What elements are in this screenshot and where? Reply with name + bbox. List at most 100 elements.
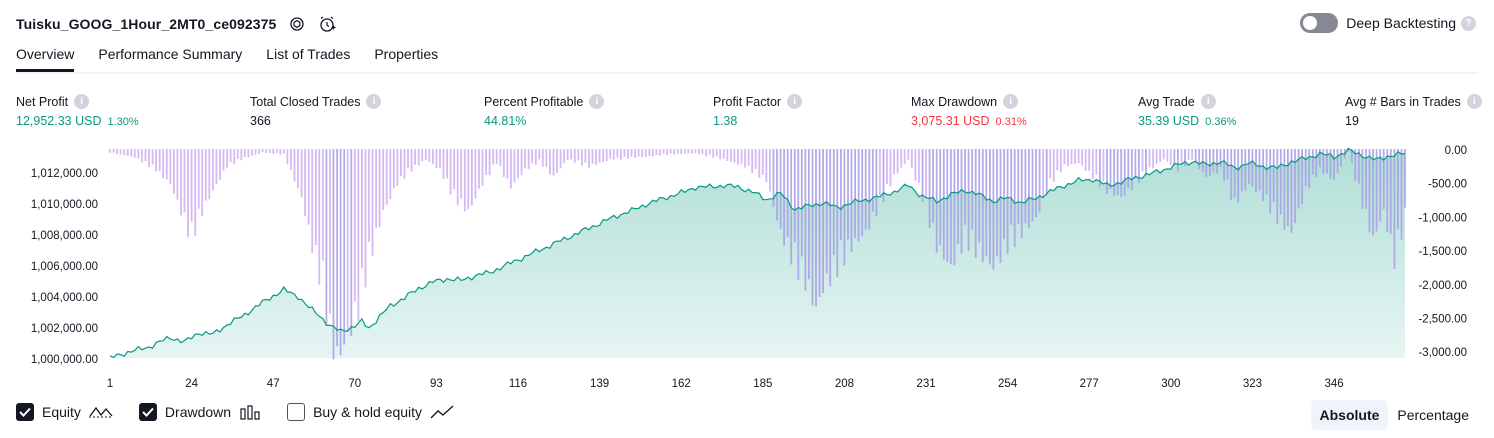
drawdown-bar xyxy=(754,149,757,169)
stat-label: Percent Profitable xyxy=(484,94,584,109)
drawdown-bar xyxy=(581,149,583,166)
drawdown-bar xyxy=(641,149,644,158)
drawdown-bar xyxy=(1099,149,1101,187)
drawdown-bar xyxy=(1177,149,1179,172)
stat-percent: 0.31% xyxy=(995,116,1027,128)
drawdown-bar xyxy=(311,149,314,253)
drawdown-bar xyxy=(148,149,150,168)
legend-equity[interactable]: Equity xyxy=(16,403,113,421)
drawdown-bar xyxy=(705,149,707,157)
legend-drawdown[interactable]: Drawdown xyxy=(138,403,261,421)
drawdown-bar xyxy=(463,149,466,212)
info-icon[interactable]: i xyxy=(366,94,382,109)
drawdown-bar xyxy=(811,149,814,306)
drawdown-bar xyxy=(698,149,700,155)
drawdown-bar xyxy=(978,149,981,243)
info-icon[interactable]: i xyxy=(1466,94,1482,109)
drawdown-bar xyxy=(730,149,732,162)
drawdown-bar xyxy=(659,149,661,156)
drawdown-bar xyxy=(417,149,420,166)
drawdown-bar xyxy=(1095,149,1098,175)
left-axis-tick: 1,000,000.00 xyxy=(31,354,98,366)
drawdown-bar xyxy=(627,149,629,159)
drawdown-bar xyxy=(332,149,335,360)
drawdown-bar xyxy=(520,149,523,176)
info-icon[interactable]: i xyxy=(1200,94,1216,109)
tab-overview[interactable]: Overview xyxy=(16,46,75,72)
drawdown-bar xyxy=(190,149,193,222)
drawdown-bar xyxy=(151,149,154,165)
drawdown-bar xyxy=(300,149,303,198)
buy-hold-checkbox[interactable] xyxy=(287,403,306,421)
info-icon[interactable]: i xyxy=(74,94,90,109)
drawdown-bar xyxy=(655,149,658,155)
drawdown-bar xyxy=(1318,149,1321,167)
drawdown-bar xyxy=(286,149,289,165)
drawdown-bar xyxy=(843,149,846,266)
deep-backtesting: Deep Backtesting ? xyxy=(1300,13,1476,33)
absolute-button[interactable]: Absolute xyxy=(1310,400,1389,430)
drawdown-bar xyxy=(1361,149,1364,210)
info-icon[interactable]: i xyxy=(589,94,605,109)
drawdown-bar xyxy=(1138,149,1140,183)
drawdown-checkbox[interactable] xyxy=(138,403,157,421)
drawdown-bar xyxy=(1294,149,1296,224)
tab-performance-summary[interactable]: Performance Summary xyxy=(98,46,243,62)
drawdown-bar xyxy=(850,149,853,253)
drawdown-bar xyxy=(1116,149,1119,196)
drawdown-bar xyxy=(687,149,690,154)
drawdown-bar xyxy=(1350,149,1353,163)
info-icon[interactable]: i xyxy=(1003,94,1019,109)
drawdown-bar xyxy=(133,149,136,158)
drawdown-bar xyxy=(414,149,416,165)
percentage-button[interactable]: Percentage xyxy=(1397,407,1469,423)
drawdown-bar xyxy=(1201,149,1204,172)
drawdown-bar xyxy=(240,149,243,161)
add-alert-icon[interactable] xyxy=(318,15,336,33)
help-icon[interactable]: ? xyxy=(1461,15,1476,31)
drawdown-bar xyxy=(453,149,456,190)
legend-buy-hold[interactable]: Buy & hold equity xyxy=(287,403,454,421)
drawdown-bar xyxy=(1212,149,1215,172)
drawdown-bar xyxy=(676,149,679,154)
drawdown-bar xyxy=(126,149,129,156)
drawdown-bar xyxy=(1059,149,1062,173)
left-axis-tick: 1,002,000.00 xyxy=(31,323,98,335)
drawdown-bar xyxy=(942,149,945,260)
tab-properties[interactable]: Properties xyxy=(374,46,439,62)
drawdown-bar xyxy=(722,149,725,159)
drawdown-bar xyxy=(630,149,633,157)
drawdown-bar xyxy=(339,149,342,356)
stat-value: 12,952.33 USD xyxy=(16,114,102,128)
drawdown-bar xyxy=(591,149,594,164)
info-icon[interactable]: i xyxy=(787,94,803,109)
x-axis-tick: 208 xyxy=(835,378,854,390)
drawdown-bar xyxy=(914,149,917,181)
drawdown-bar xyxy=(350,149,353,337)
drawdown-bar xyxy=(183,149,186,213)
drawdown-bar xyxy=(800,149,803,257)
drawdown-bar xyxy=(769,149,771,192)
drawdown-bar xyxy=(1038,149,1041,213)
settings-icon[interactable] xyxy=(288,15,306,33)
drawdown-bar xyxy=(1017,149,1020,224)
buy-hold-line-icon xyxy=(430,405,454,419)
drawdown-bar xyxy=(1375,149,1378,232)
drawdown-bar xyxy=(1219,149,1222,168)
drawdown-bar xyxy=(407,149,409,169)
drawdown-bar xyxy=(243,149,246,158)
tab-divider xyxy=(16,72,1478,74)
drawdown-bar xyxy=(1162,149,1165,160)
equity-label: Equity xyxy=(42,404,81,420)
drawdown-bar xyxy=(1035,149,1037,218)
tab-list-of-trades[interactable]: List of Trades xyxy=(266,46,351,62)
drawdown-bar xyxy=(1226,149,1229,180)
equity-drawdown-chart[interactable]: 1,012,000.00 1,010,000.00 1,008,000.00 1,00… xyxy=(0,140,1494,395)
equity-checkbox[interactable] xyxy=(16,403,34,421)
deep-backtesting-toggle[interactable] xyxy=(1300,13,1339,33)
drawdown-bar xyxy=(1279,149,1282,215)
drawdown-bar xyxy=(992,149,995,270)
drawdown-bar xyxy=(946,149,949,262)
drawdown-bar xyxy=(1130,149,1133,190)
drawdown-bar xyxy=(137,149,140,159)
